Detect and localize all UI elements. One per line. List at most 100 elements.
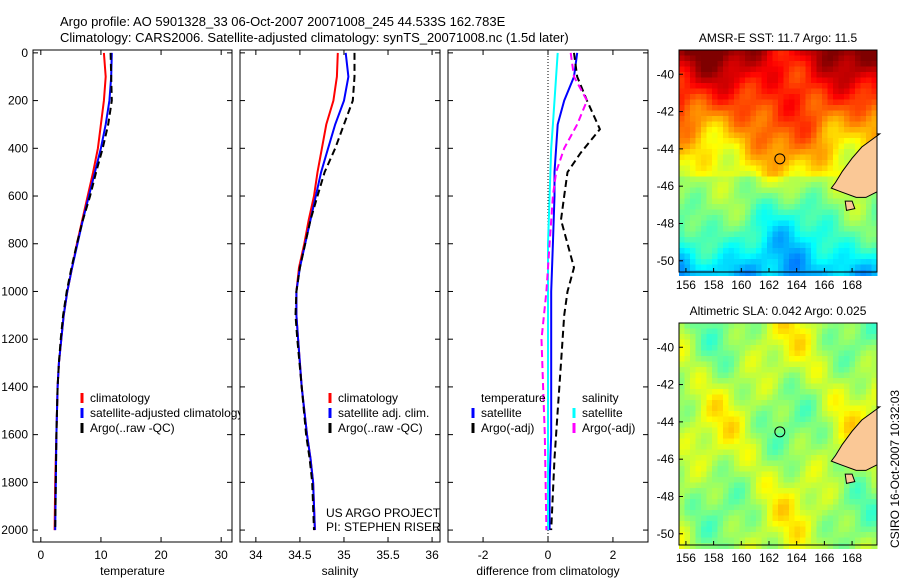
map-cell [767, 433, 773, 439]
map-cell [866, 220, 872, 227]
map-cell [778, 356, 784, 362]
map-cell [855, 55, 861, 62]
map-cell [745, 455, 751, 461]
map-cell [723, 499, 729, 505]
map-cell [778, 521, 784, 527]
map-cell [778, 416, 784, 423]
map-cell [833, 242, 839, 249]
map-cell [723, 116, 729, 122]
map-cell [684, 323, 691, 329]
map-cell [827, 116, 834, 122]
map-cell [833, 132, 839, 139]
map-cell [838, 165, 845, 172]
map-cell [833, 55, 839, 62]
map-cell [778, 427, 784, 434]
map-cell [849, 66, 856, 73]
map-cell [739, 466, 746, 472]
map-cell [679, 455, 685, 461]
map-cell [811, 521, 817, 527]
map-cell [706, 154, 713, 161]
map-cell [866, 110, 872, 117]
map-cell [717, 253, 724, 260]
map-cell [684, 77, 691, 84]
map-cell [750, 204, 757, 210]
map-cell [800, 416, 806, 423]
map-cell [712, 526, 718, 533]
map-cell [684, 94, 691, 100]
map-cell [717, 143, 724, 150]
map-cell [701, 515, 707, 522]
map-cell [822, 127, 828, 133]
map-cell [717, 66, 724, 73]
map-cell [750, 154, 757, 161]
map-cell [706, 198, 713, 205]
map-cell [855, 204, 861, 210]
map-cell [794, 83, 801, 89]
map-cell [761, 515, 768, 522]
x-tick-label: 158 [704, 551, 724, 565]
map-cell [761, 176, 768, 183]
map-cell [756, 323, 762, 329]
map-cell [844, 215, 850, 221]
map-cell [701, 372, 707, 379]
map-cell [778, 383, 784, 390]
map-cell [756, 264, 762, 271]
map-cell [701, 215, 707, 221]
map-cell [822, 482, 828, 489]
map-cell [800, 198, 806, 205]
map-cell [800, 132, 806, 139]
map-cell [723, 372, 729, 379]
map-cell [778, 405, 784, 412]
map-cell [778, 110, 784, 117]
map-cell [794, 405, 801, 412]
map-cell [701, 383, 707, 390]
map-cell [789, 61, 795, 67]
map-cell [849, 334, 856, 340]
map-cell [739, 242, 746, 249]
map-cell [723, 537, 729, 544]
map-cell [767, 220, 773, 227]
map-cell [778, 176, 784, 183]
map-cell [816, 209, 823, 216]
map-cell [778, 264, 784, 271]
map-cell [849, 110, 856, 117]
map-cell [756, 116, 762, 122]
map-cell [679, 88, 685, 95]
map-cell [701, 50, 707, 56]
map-cell [778, 105, 784, 111]
map-cell [778, 187, 784, 194]
temperature-xlabel: temperature [100, 564, 165, 578]
map-cell [706, 193, 713, 199]
map-cell [822, 411, 828, 417]
map-cell [739, 416, 746, 423]
map-cell [701, 416, 707, 423]
map-cell [827, 372, 834, 379]
map-cell [761, 383, 768, 390]
map-cell [794, 121, 801, 128]
map-cell [750, 50, 757, 56]
map-cell [805, 154, 812, 161]
map-cell [811, 259, 817, 265]
map-cell [739, 264, 746, 271]
map-cell [728, 88, 735, 95]
map-cell [789, 149, 795, 155]
map-cell [860, 499, 867, 505]
map-cell [849, 493, 856, 500]
map-cell [855, 334, 861, 340]
map-cell [723, 94, 729, 100]
map-cell [756, 77, 762, 84]
map-cell [822, 242, 828, 249]
map-cell [690, 416, 696, 423]
map-cell [734, 187, 740, 194]
map-cell [717, 323, 724, 329]
map-cell [871, 215, 878, 221]
map-cell [822, 537, 828, 544]
legend-entry: satellite-adjusted climatology [90, 406, 243, 420]
map-cell [745, 504, 751, 511]
map-cell [706, 187, 713, 194]
map-cell [816, 532, 823, 538]
map-cell [728, 149, 735, 155]
map-cell [717, 88, 724, 95]
map-cell [783, 83, 790, 89]
map-cell [811, 455, 817, 461]
